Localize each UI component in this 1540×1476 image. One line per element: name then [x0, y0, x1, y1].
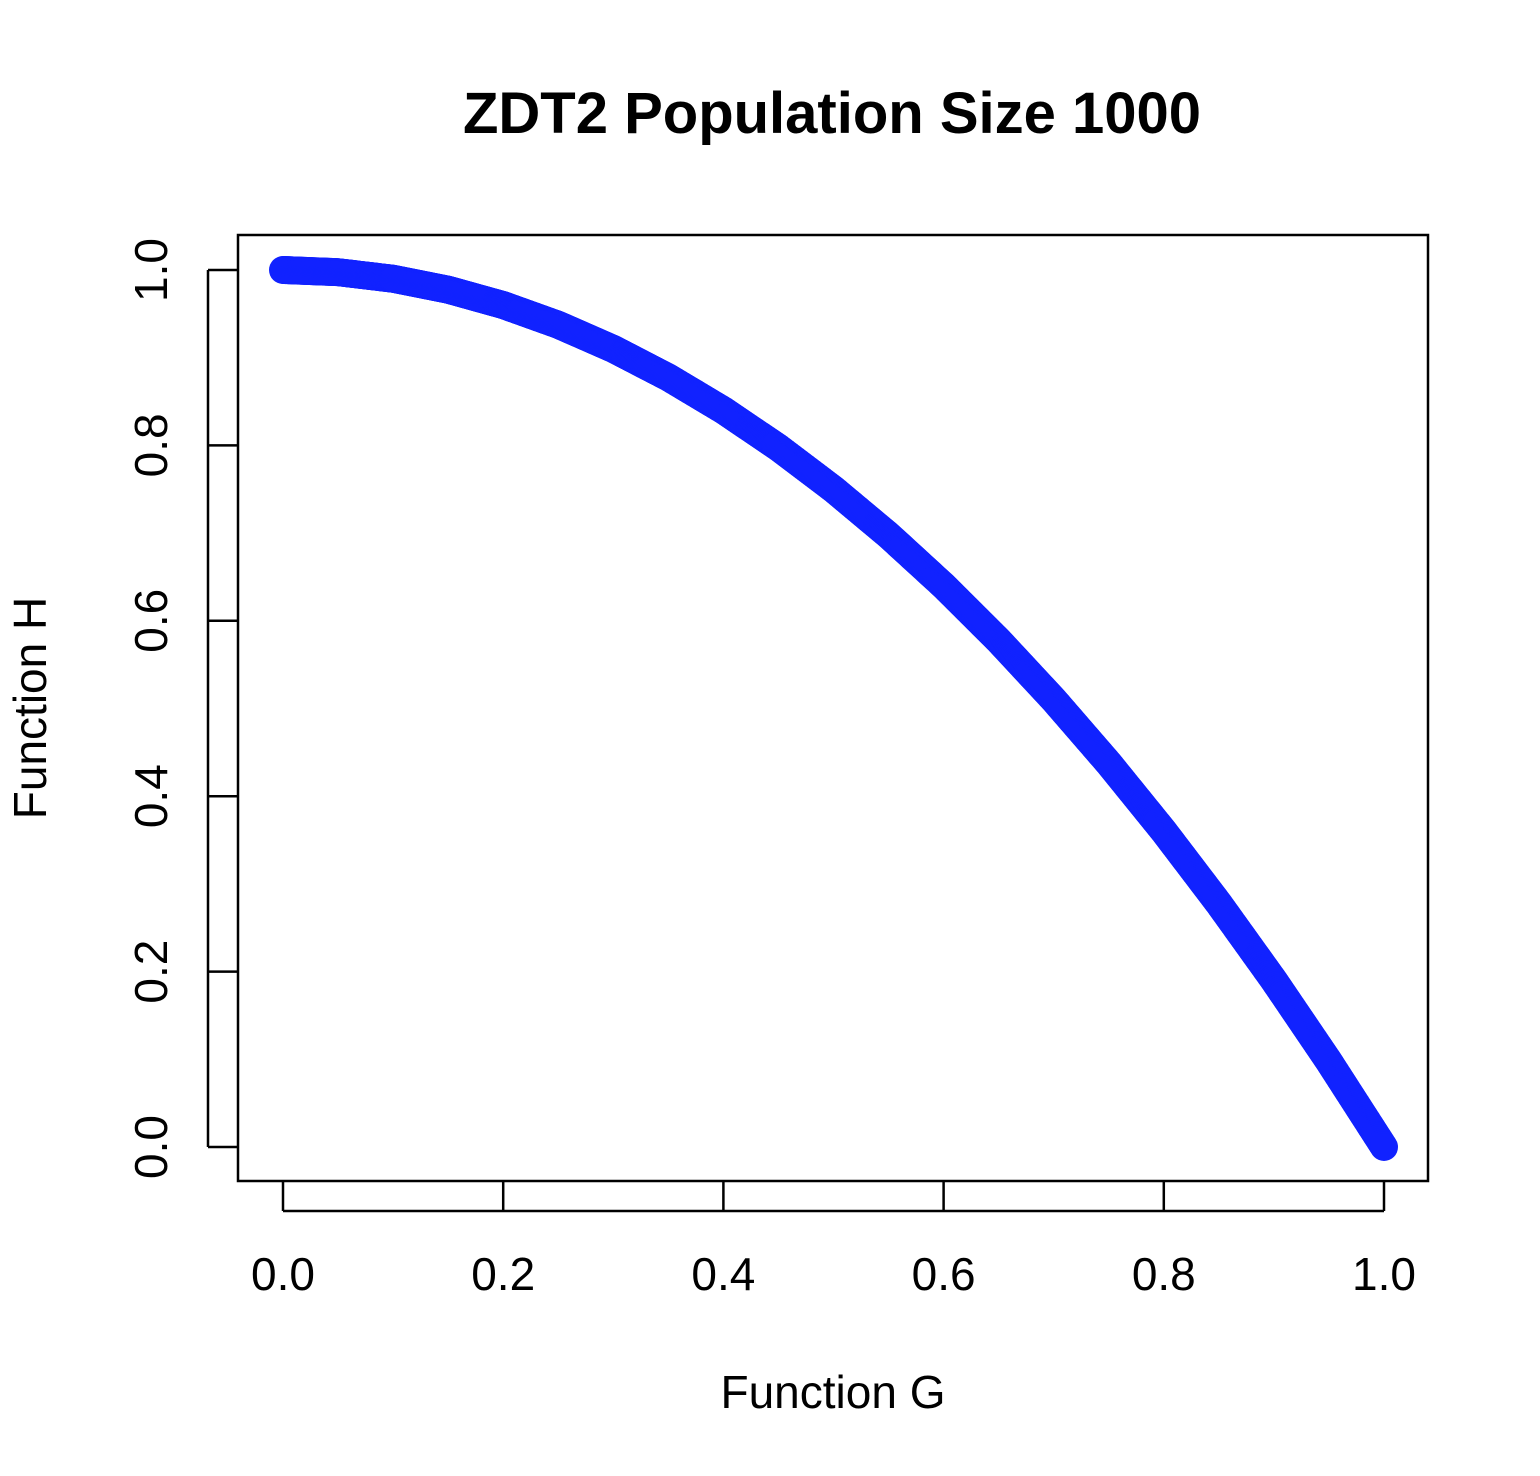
x-tick-label: 0.0	[251, 1248, 315, 1300]
x-tick-label: 1.0	[1352, 1248, 1416, 1300]
y-tick-label: 0.4	[125, 764, 177, 828]
chart-title: ZDT2 Population Size 1000	[463, 81, 1201, 146]
y-tick-label: 0.2	[125, 940, 177, 1004]
y-tick-label: 1.0	[125, 238, 177, 302]
x-tick-label: 0.6	[912, 1248, 976, 1300]
y-tick-label: 0.6	[125, 589, 177, 653]
plot-frame	[236, 233, 1430, 1183]
x-tick-label: 0.4	[691, 1248, 755, 1300]
y-tick-label: 0.0	[125, 1115, 177, 1179]
x-tick-label: 0.2	[471, 1248, 535, 1300]
y-axis-label: Function H	[4, 597, 56, 819]
y-axis: 0.0 0.2 0.4 0.6 0.8 1.0	[125, 238, 238, 1179]
y-tick-label: 0.8	[125, 413, 177, 477]
x-axis: 0.0 0.2 0.4 0.6 0.8 1.0	[251, 1181, 1416, 1300]
data-point	[1370, 1133, 1398, 1161]
data-layer	[269, 256, 1398, 1161]
x-axis-label: Function G	[721, 1366, 946, 1418]
x-tick-label: 0.8	[1132, 1248, 1196, 1300]
